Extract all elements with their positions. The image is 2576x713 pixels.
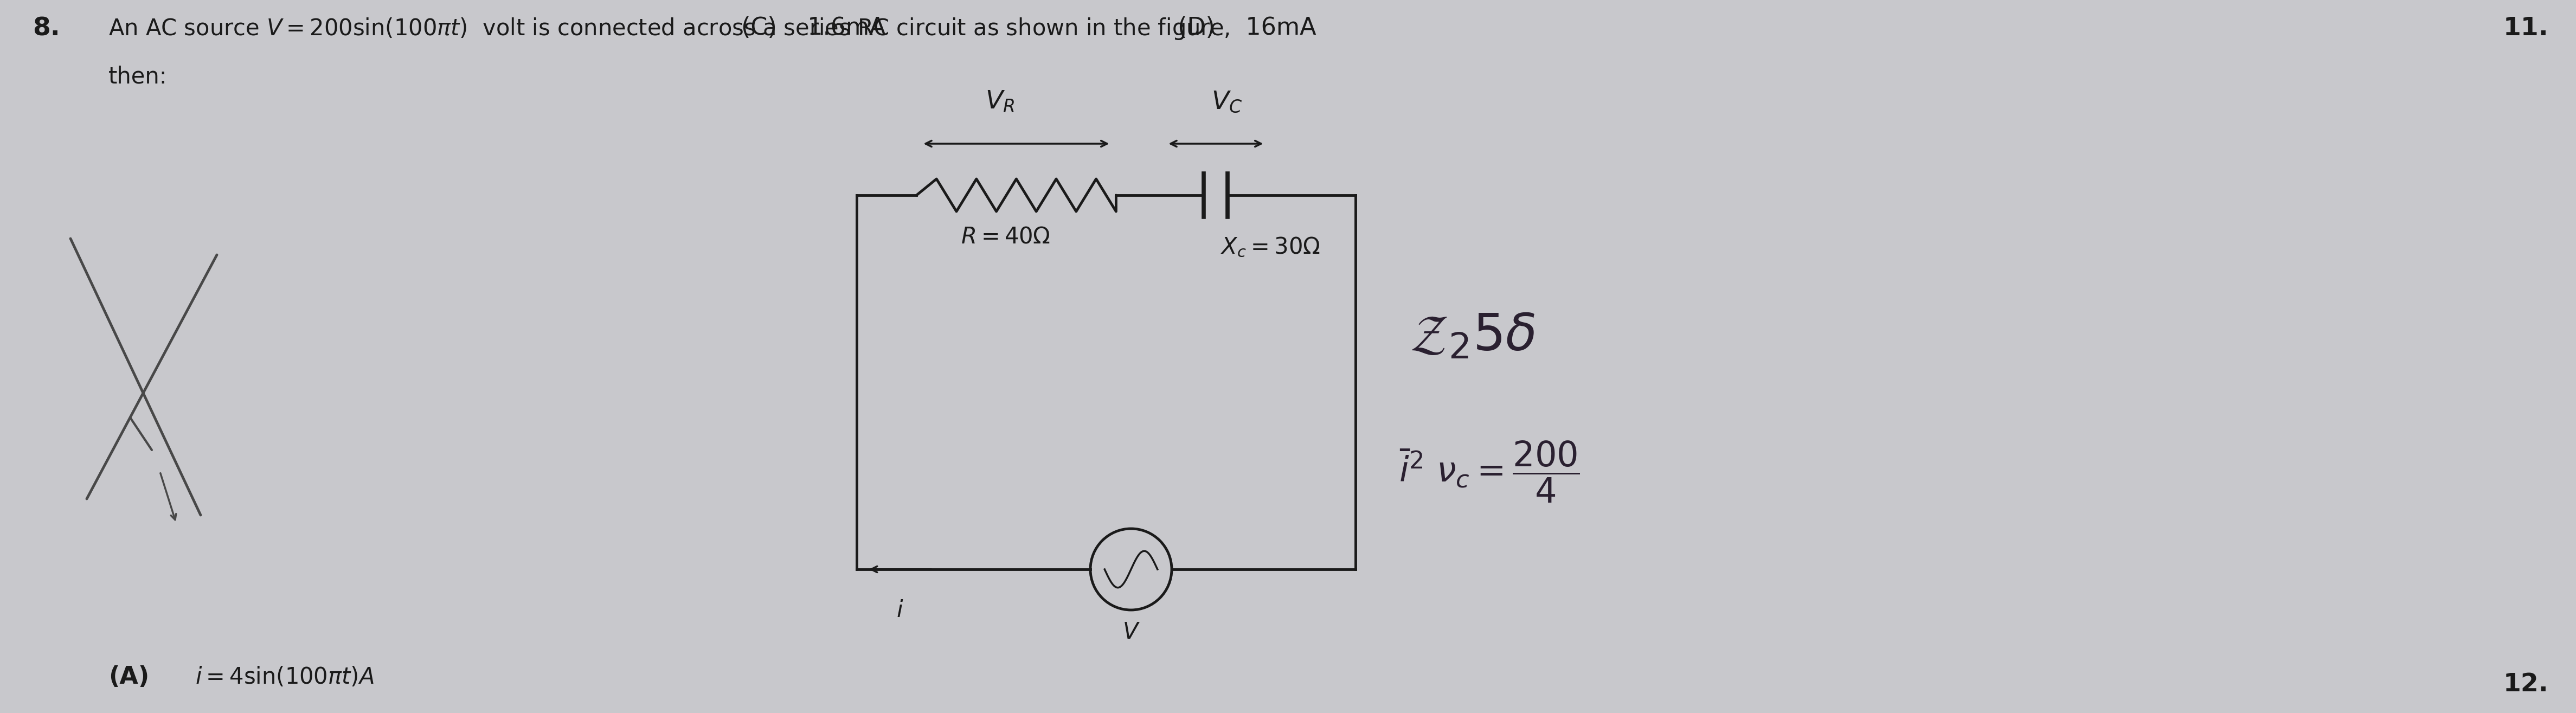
- Text: $\bar{i}^2\ \nu_c = \dfrac{200}{4}$: $\bar{i}^2\ \nu_c = \dfrac{200}{4}$: [1399, 439, 1579, 504]
- Text: $i$: $i$: [896, 599, 904, 622]
- Text: 8.: 8.: [33, 16, 59, 41]
- Text: $\mathcal{Z}_{2}5\delta$: $\mathcal{Z}_{2}5\delta$: [1409, 312, 1535, 361]
- Text: 12.: 12.: [2504, 672, 2548, 697]
- Text: $X_c=30\Omega$: $X_c=30\Omega$: [1221, 236, 1319, 259]
- Text: $V_R$: $V_R$: [987, 89, 1015, 114]
- Text: 11.: 11.: [2504, 16, 2548, 41]
- Text: (C)    1.6mA: (C) 1.6mA: [742, 16, 886, 40]
- Text: $R=40\Omega$: $R=40\Omega$: [961, 225, 1051, 248]
- Text: $V$: $V$: [1123, 621, 1141, 644]
- Text: $V_C$: $V_C$: [1211, 89, 1242, 114]
- Text: then:: then:: [108, 65, 167, 88]
- Text: $i = 4\sin(100\pi t)A$: $i = 4\sin(100\pi t)A$: [196, 666, 374, 689]
- Text: (D)    16mA: (D) 16mA: [1177, 16, 1316, 40]
- Text: (A): (A): [108, 665, 149, 689]
- Text: An AC source $V = 200\sin(100\pi t)$  volt is connected across a series RC circu: An AC source $V = 200\sin(100\pi t)$ vol…: [108, 16, 1229, 41]
